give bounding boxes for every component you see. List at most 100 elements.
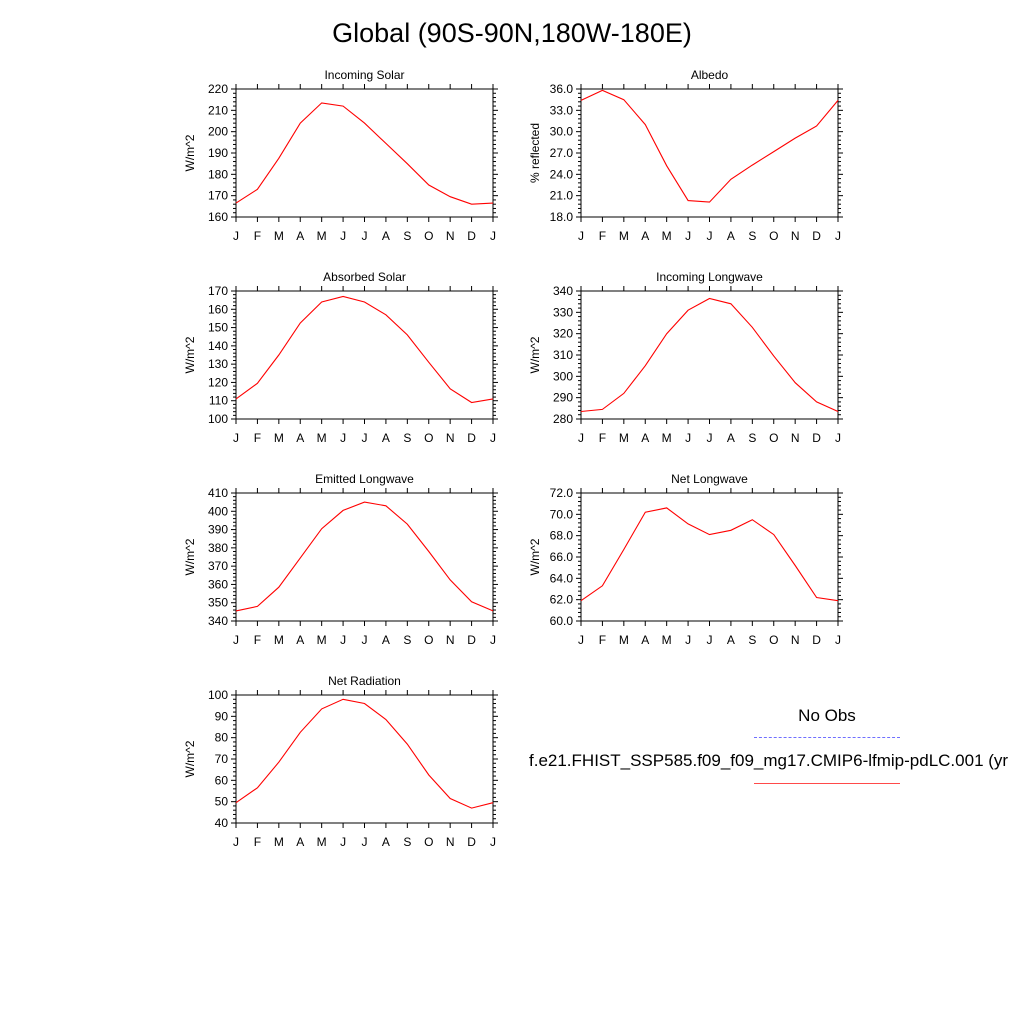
net-longwave-x-tick-label: F — [599, 633, 606, 647]
incoming-longwave-x-tick-label: M — [619, 431, 629, 445]
absorbed-solar-y-tick-label: 160 — [208, 302, 228, 316]
albedo-y-tick-label: 30.0 — [550, 125, 574, 139]
absorbed-solar-x-tick-label: A — [296, 431, 304, 445]
net-radiation-y-tick-label: 100 — [208, 688, 228, 702]
incoming-longwave-y-tick-label: 300 — [553, 369, 573, 383]
absorbed-solar-x-tick-label: J — [490, 431, 496, 445]
incoming-solar-series-line — [235, 102, 494, 205]
incoming-solar-y-tick-label: 160 — [208, 210, 228, 224]
albedo-x-tick-label: J — [685, 229, 691, 243]
net-radiation-y-tick-label: 50 — [215, 795, 229, 809]
incoming-solar-y-tick-label: 170 — [208, 189, 228, 203]
emitted-longwave-x-tick-label: A — [296, 633, 304, 647]
page-title: Global (90S-90N,180W-180E) — [332, 18, 692, 48]
absorbed-solar-x-tick-label: J — [362, 431, 368, 445]
net-radiation-plot-frame — [235, 694, 494, 824]
albedo-y-axis-label: % reflected — [528, 123, 542, 183]
incoming-solar-y-tick-label: 200 — [208, 125, 228, 139]
net-longwave-x-tick-label: M — [619, 633, 629, 647]
net-radiation-y-tick-label: 90 — [215, 709, 229, 723]
absorbed-solar-y-tick-label: 110 — [209, 394, 228, 408]
absorbed-solar-x-tick-label: M — [317, 431, 327, 445]
net-longwave-x-tick-label: A — [727, 633, 735, 647]
incoming-longwave-y-tick-label: 320 — [553, 327, 573, 341]
net-longwave-x-tick-label: J — [685, 633, 691, 647]
net-radiation-y-tick-label: 70 — [215, 752, 229, 766]
emitted-longwave-plot-frame — [235, 492, 494, 622]
incoming-solar-x-tick-label: J — [490, 229, 496, 243]
emitted-longwave-y-tick-label: 410 — [208, 486, 228, 500]
absorbed-solar-y-tick-label: 150 — [208, 321, 228, 335]
net-longwave-series-line — [580, 507, 839, 602]
incoming-longwave-plot-frame — [580, 290, 839, 420]
absorbed-solar-series-line — [235, 295, 494, 404]
emitted-longwave-y-axis-label: W/m^2 — [183, 538, 197, 575]
net-longwave-x-tick-label: J — [707, 633, 713, 647]
net-radiation-x-tick-label: A — [382, 835, 390, 849]
emitted-longwave-y-tick-label: 350 — [208, 596, 228, 610]
net-longwave-x-tick-label: O — [769, 633, 778, 647]
incoming-longwave-series-line — [580, 297, 839, 413]
incoming-longwave-y-axis-label: W/m^2 — [528, 336, 542, 373]
net-radiation-x-tick-label: F — [254, 835, 261, 849]
incoming-solar-y-tick-label: 190 — [208, 146, 228, 160]
net-radiation-x-tick-label: J — [362, 835, 368, 849]
incoming-longwave-x-tick-label: M — [662, 431, 672, 445]
emitted-longwave-y-tick-label: 360 — [208, 577, 228, 591]
absorbed-solar-y-tick-label: 120 — [208, 375, 228, 389]
albedo-x-tick-label: S — [748, 229, 756, 243]
net-radiation-y-tick-label: 60 — [215, 773, 229, 787]
albedo-x-tick-label: A — [727, 229, 735, 243]
incoming-solar-plot-frame — [235, 88, 494, 218]
net-radiation-x-tick-label: M — [317, 835, 327, 849]
incoming-solar-x-tick-label: J — [362, 229, 368, 243]
incoming-solar-x-tick-label: A — [382, 229, 390, 243]
absorbed-solar-x-tick-label: S — [403, 431, 411, 445]
net-longwave-y-tick-label: 66.0 — [550, 550, 574, 564]
incoming-solar-y-axis-label: W/m^2 — [183, 134, 197, 171]
net-longwave-x-tick-label: J — [835, 633, 841, 647]
net-longwave-x-tick-label: J — [578, 633, 584, 647]
incoming-longwave-x-tick-label: J — [685, 431, 691, 445]
incoming-solar-x-tick-label: O — [424, 229, 433, 243]
emitted-longwave-x-tick-label: J — [362, 633, 368, 647]
absorbed-solar-y-axis-label: W/m^2 — [183, 336, 197, 373]
incoming-solar-x-tick-label: S — [403, 229, 411, 243]
incoming-longwave-y-tick-label: 310 — [553, 348, 573, 362]
incoming-longwave-x-tick-label: J — [578, 431, 584, 445]
emitted-longwave-y-tick-label: 370 — [208, 559, 228, 573]
net-longwave-x-tick-label: A — [641, 633, 649, 647]
emitted-longwave-x-tick-label: S — [403, 633, 411, 647]
incoming-solar-x-tick-label: F — [254, 229, 261, 243]
incoming-longwave-x-tick-label: A — [727, 431, 735, 445]
net-longwave-y-axis-label: W/m^2 — [528, 538, 542, 575]
net-radiation-x-tick-label: S — [403, 835, 411, 849]
albedo-x-tick-label: M — [619, 229, 629, 243]
legend-model-label: f.e21.FHIST_SSP585.f09_f09_mg17.CMIP6-lf… — [529, 751, 1009, 770]
absorbed-solar-x-tick-label: F — [254, 431, 261, 445]
incoming-solar-y-tick-label: 210 — [208, 103, 228, 117]
incoming-solar-x-tick-label: D — [467, 229, 476, 243]
incoming-longwave-x-tick-label: O — [769, 431, 778, 445]
net-longwave-y-tick-label: 64.0 — [550, 571, 574, 585]
absorbed-solar-y-tick-label: 170 — [208, 284, 228, 298]
incoming-longwave-y-tick-label: 330 — [553, 305, 573, 319]
net-radiation-x-tick-label: J — [490, 835, 496, 849]
emitted-longwave-x-tick-label: D — [467, 633, 476, 647]
incoming-solar-title: Incoming Solar — [324, 68, 404, 82]
incoming-solar-x-tick-label: A — [296, 229, 304, 243]
absorbed-solar-x-tick-label: J — [340, 431, 346, 445]
albedo-x-tick-label: O — [769, 229, 778, 243]
emitted-longwave-y-tick-label: 400 — [208, 504, 228, 518]
emitted-longwave-x-tick-label: N — [446, 633, 455, 647]
emitted-longwave-x-tick-label: J — [233, 633, 239, 647]
incoming-longwave-y-tick-label: 290 — [553, 391, 573, 405]
legend-obs-line — [754, 737, 900, 738]
net-longwave-x-tick-label: N — [791, 633, 800, 647]
incoming-longwave-x-tick-label: A — [641, 431, 649, 445]
albedo-x-tick-label: A — [641, 229, 649, 243]
net-radiation-x-tick-label: M — [274, 835, 284, 849]
albedo-x-tick-label: D — [812, 229, 821, 243]
net-radiation-x-tick-label: N — [446, 835, 455, 849]
